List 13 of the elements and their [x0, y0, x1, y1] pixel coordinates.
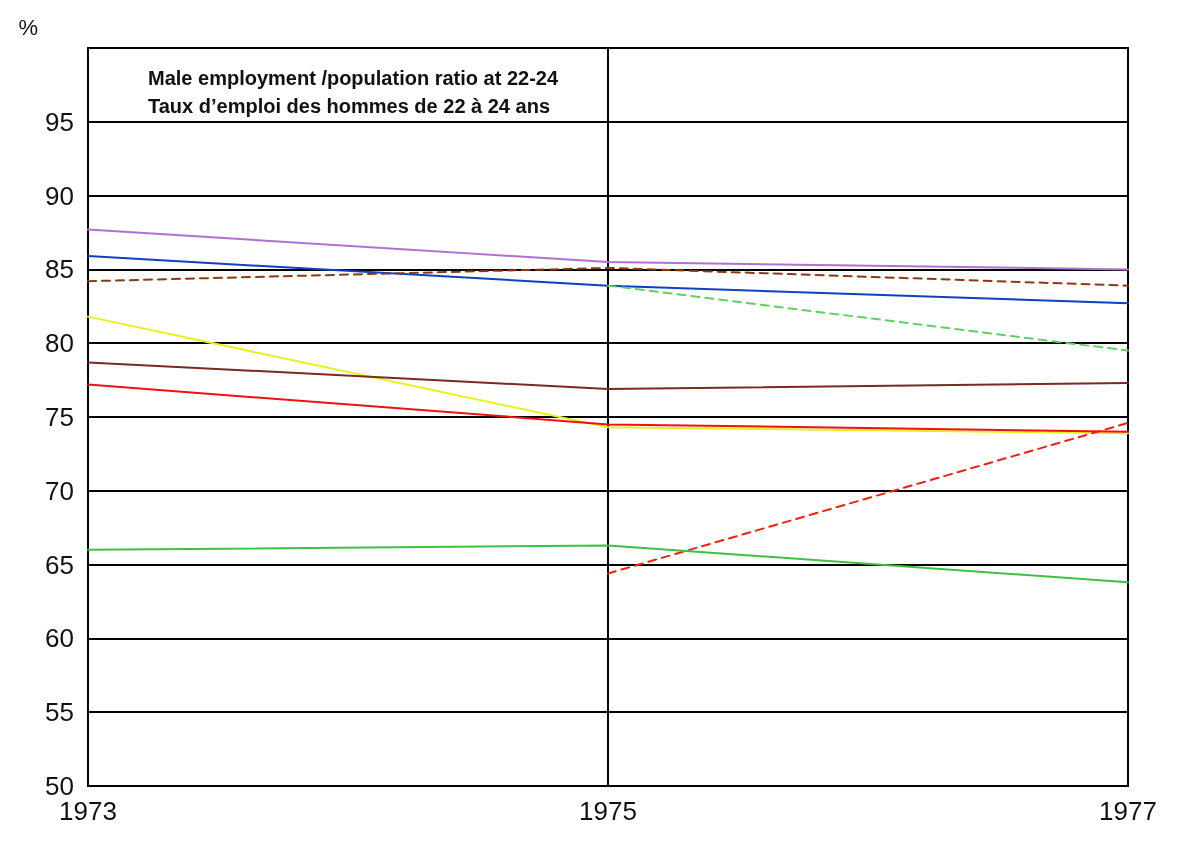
y-tick-label: 70	[45, 475, 74, 506]
text: Male employment /population ratio at 22-24 Taux d’emploi des hommes de 22 à 24 ans	[148, 67, 559, 117]
y-tick-label: 65	[45, 549, 74, 580]
x-tick-label: 1977	[1099, 796, 1157, 826]
x-tick-label: 1975	[579, 796, 637, 826]
y-tick-label: 80	[45, 328, 74, 359]
y-tick-label: 90	[45, 180, 74, 211]
y-tick-label: 55	[45, 697, 74, 728]
y-tick-label: 85	[45, 254, 74, 285]
y-axis-title: %	[18, 14, 38, 40]
y-tick-label: 95	[45, 106, 74, 137]
y-tick-label: 75	[45, 402, 74, 432]
y-tick-label: 60	[45, 623, 74, 654]
